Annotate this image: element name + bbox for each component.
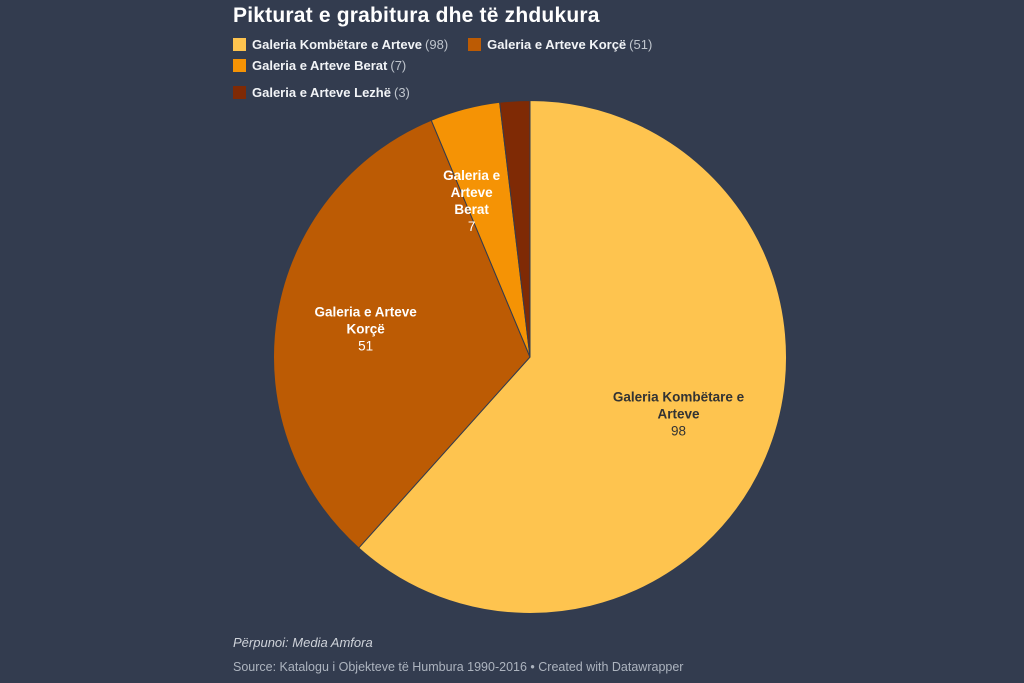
legend-label: Galeria e Arteve Berat (7): [252, 58, 407, 73]
legend-swatch-icon: [233, 38, 246, 51]
legend-item-galeria-komb-tare-e-arteve: Galeria Kombëtare e Arteve (98): [233, 37, 448, 52]
pie-chart-area: [273, 100, 787, 614]
legend-item-galeria-e-arteve-kor: Galeria e Arteve Korçë (51): [468, 37, 652, 52]
legend-label: Galeria e Arteve Korçë (51): [487, 37, 653, 52]
legend-count: (7): [390, 58, 407, 73]
legend-count: (51): [629, 37, 653, 52]
legend-label: Galeria Kombëtare e Arteve (98): [252, 37, 449, 52]
pie-slice-galeria-e-arteve-lezh[interactable]: [499, 100, 531, 358]
legend-item-galeria-e-arteve-berat: Galeria e Arteve Berat (7): [233, 58, 406, 73]
chart-title: Pikturat e grabitura dhe të zhdukura: [233, 4, 600, 27]
legend-count: (3): [393, 85, 410, 100]
pie-slice-galeria-e-arteve-kor[interactable]: [273, 119, 531, 549]
legend-swatch-icon: [468, 38, 482, 51]
byline-text: Përpunoi: Media Amfora: [233, 635, 373, 650]
pie-chart: [273, 100, 787, 614]
legend: Galeria Kombëtare e Arteve (98) Galeria e …: [233, 37, 833, 100]
legend-count: (98): [425, 37, 449, 52]
legend-swatch-icon: [233, 86, 246, 99]
source-attribution-text: Source: Katalogu i Objekteve të Humbura …: [233, 660, 684, 674]
legend-item-galeria-e-arteve-lezh: Galeria e Arteve Lezhë (3): [233, 85, 410, 100]
pie-slice-galeria-komb-tare-e-arteve[interactable]: [358, 100, 787, 614]
legend-label: Galeria e Arteve Lezhë (3): [252, 85, 410, 100]
legend-swatch-icon: [233, 59, 246, 72]
